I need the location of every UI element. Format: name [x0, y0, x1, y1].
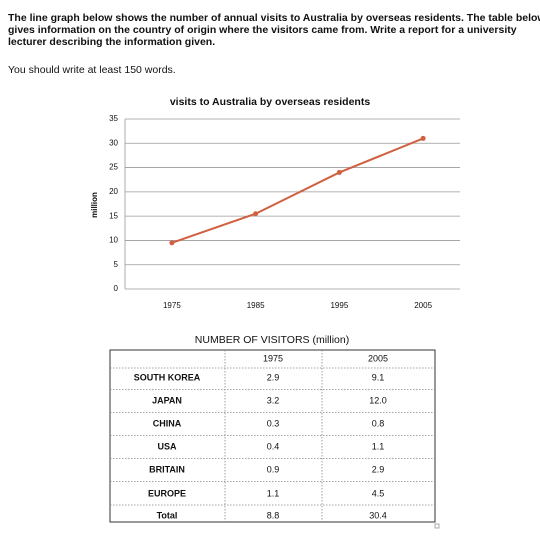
chart-title: visits to Australia by overseas resident… [170, 96, 371, 108]
task-line: The line graph below shows the number of… [8, 12, 540, 24]
x-tick-label: 1975 [163, 301, 181, 310]
x-tick-label: 1995 [330, 301, 348, 310]
y-tick-label: 0 [114, 284, 119, 293]
table-cell: 9.1 [372, 372, 385, 382]
table-header: 1975 [263, 353, 283, 363]
table-header: 2005 [368, 353, 388, 363]
table-cell: 30.4 [369, 510, 387, 520]
x-tick-label: 1985 [247, 301, 265, 310]
data-point [420, 135, 426, 141]
y-tick-label: 15 [109, 211, 118, 220]
table-cell: 0.3 [267, 418, 280, 428]
table-cell: 2.9 [372, 464, 385, 474]
table-cell: 8.8 [267, 510, 280, 520]
y-tick-label: 30 [109, 138, 118, 147]
data-line [171, 137, 424, 244]
table-cell: 1.1 [267, 488, 280, 498]
table-cell: 12.0 [369, 395, 387, 405]
table-cell: 2.9 [267, 372, 280, 382]
resize-handle [434, 523, 440, 529]
y-tick-label: 25 [109, 163, 118, 172]
instruction: You should write at least 150 words. [8, 64, 176, 76]
y-tick-label: 20 [109, 187, 118, 196]
table-cell: 1.1 [372, 441, 385, 451]
table-cell: 3.2 [267, 395, 280, 405]
table-border [109, 349, 436, 523]
data-point [253, 211, 259, 217]
task-line: lecturer describing the information give… [8, 36, 215, 48]
y-axis-label: million [90, 192, 99, 218]
table-row-label: CHINA [153, 418, 182, 428]
table-cell: 0.9 [267, 464, 280, 474]
table-title: NUMBER OF VISITORS (million) [195, 334, 349, 346]
table-row-label: Total [157, 510, 178, 520]
table-row-label: USA [157, 441, 177, 451]
x-tick-label: 2005 [414, 301, 432, 310]
table-cell: 4.5 [372, 488, 385, 498]
table-cell: 0.8 [372, 418, 385, 428]
table-row-label: JAPAN [152, 395, 182, 405]
table-cell: 0.4 [267, 441, 280, 451]
data-point [169, 240, 175, 246]
y-tick-label: 5 [114, 260, 119, 269]
table-row-label: BRITAIN [149, 464, 185, 474]
y-tick-label: 35 [109, 114, 118, 123]
y-tick-label: 10 [109, 236, 118, 245]
table-row-label: EUROPE [148, 488, 186, 498]
data-point [336, 169, 342, 175]
table-row-label: SOUTH KOREA [134, 372, 201, 382]
task-line: gives information on the country of orig… [8, 24, 517, 36]
